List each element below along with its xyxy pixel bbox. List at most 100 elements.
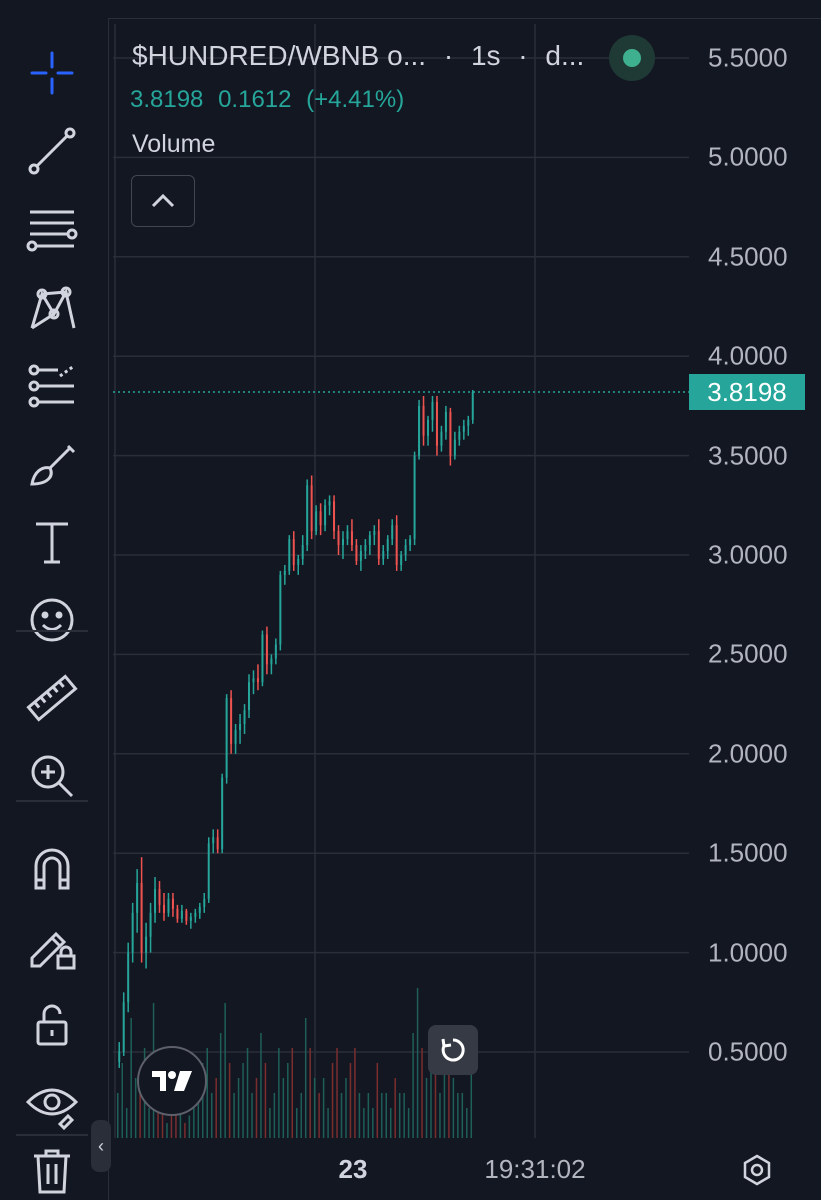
volume-bar bbox=[385, 1093, 387, 1138]
volume-bar bbox=[193, 1108, 195, 1138]
candle-body bbox=[395, 525, 398, 565]
price-tick-label: 5.0000 bbox=[708, 141, 788, 172]
volume-bar bbox=[282, 1078, 285, 1138]
candle-body bbox=[462, 425, 465, 432]
candle-body bbox=[382, 551, 385, 559]
volume-bar bbox=[139, 1093, 141, 1138]
candle-body bbox=[319, 511, 322, 526]
candle-body bbox=[140, 883, 143, 953]
tradingview-logo[interactable] bbox=[137, 1046, 207, 1116]
eye-icon[interactable] bbox=[22, 1072, 82, 1132]
legend-sep-1: · bbox=[443, 40, 454, 71]
prediction-icon[interactable] bbox=[22, 356, 82, 416]
candle-body bbox=[453, 439, 456, 456]
time-axis[interactable]: 23 19:31:02 bbox=[113, 1138, 689, 1200]
volume-bar bbox=[470, 1063, 473, 1138]
tradingview-logo-icon bbox=[152, 1071, 192, 1091]
candle-body bbox=[306, 485, 309, 546]
zoom-in-icon[interactable] bbox=[22, 746, 82, 806]
candle-body bbox=[203, 898, 206, 907]
candle-body bbox=[386, 539, 389, 552]
status-dot-icon bbox=[623, 49, 641, 67]
volume-bar bbox=[407, 1108, 410, 1138]
current-price-tag: 3.8198 bbox=[689, 374, 805, 411]
candle-body bbox=[301, 545, 304, 559]
volume-bar bbox=[296, 1108, 298, 1138]
volume-bar bbox=[148, 1108, 150, 1138]
candle-body bbox=[234, 729, 237, 744]
volume-bar bbox=[251, 1093, 253, 1138]
price-change: 0.1612 bbox=[218, 86, 292, 113]
volume-bar bbox=[202, 1063, 204, 1138]
volume-bar bbox=[439, 1093, 441, 1138]
volume-bar bbox=[166, 1123, 168, 1138]
volume-bar bbox=[313, 1078, 316, 1138]
chart-settings-button[interactable] bbox=[737, 1150, 777, 1190]
candle-body bbox=[154, 888, 157, 913]
volume-bar bbox=[300, 1093, 302, 1138]
volume-bar bbox=[448, 1048, 450, 1138]
ruler-icon[interactable] bbox=[22, 668, 82, 728]
candle-body bbox=[346, 531, 349, 540]
candle-body bbox=[368, 535, 371, 546]
legend-sep-2: · bbox=[518, 40, 528, 71]
candle-body bbox=[198, 906, 201, 913]
candle-body bbox=[176, 908, 179, 919]
volume-bar bbox=[134, 1078, 137, 1138]
market-status-indicator[interactable] bbox=[609, 35, 655, 81]
volume-bar bbox=[237, 1078, 240, 1138]
price-axis[interactable]: 3.8198 5.5000 5.0000 4.5000 4.0000 3.5000 3.0… bbox=[689, 24, 821, 1138]
candle-body bbox=[248, 682, 251, 711]
legend-values: 3.8198 0.1612 (+4.41%) bbox=[130, 86, 412, 114]
unlock-icon[interactable] bbox=[22, 994, 82, 1054]
fib-retracement-icon[interactable] bbox=[22, 200, 82, 260]
candle-body bbox=[337, 531, 340, 546]
candle-body bbox=[162, 904, 165, 913]
volume-bar bbox=[421, 1048, 423, 1138]
lock-drawing-icon[interactable] bbox=[22, 916, 82, 976]
volume-bar bbox=[188, 1115, 191, 1138]
candle-body bbox=[324, 505, 327, 526]
volume-bar bbox=[367, 1093, 370, 1138]
collapse-legend-button[interactable] bbox=[131, 175, 195, 227]
price-tick-label: 5.5000 bbox=[708, 42, 788, 73]
volume-bar bbox=[381, 1093, 383, 1138]
magnet-icon[interactable] bbox=[22, 838, 82, 898]
interval-label: 1s bbox=[470, 40, 501, 71]
volume-indicator-label[interactable]: Volume bbox=[132, 130, 216, 158]
volume-bar bbox=[403, 1093, 405, 1138]
chevron-up-icon bbox=[151, 193, 175, 208]
candle-body bbox=[431, 401, 434, 420]
volume-bar bbox=[228, 1063, 231, 1138]
brush-icon[interactable] bbox=[22, 434, 82, 494]
crosshair-icon[interactable] bbox=[22, 43, 82, 103]
volume-bar bbox=[376, 1063, 379, 1138]
volume-bar bbox=[117, 1093, 119, 1138]
candle-body bbox=[283, 570, 286, 575]
text-icon[interactable] bbox=[22, 512, 82, 572]
trend-line-icon[interactable] bbox=[22, 121, 82, 181]
trash-icon[interactable] bbox=[22, 1140, 82, 1200]
volume-bar bbox=[372, 1108, 374, 1138]
pattern-icon[interactable] bbox=[22, 278, 82, 338]
volume-bar bbox=[394, 1078, 396, 1138]
reset-chart-button[interactable] bbox=[428, 1025, 478, 1075]
volume-bar bbox=[349, 1063, 352, 1138]
candle-body bbox=[471, 392, 474, 420]
volume-bar bbox=[389, 1108, 392, 1138]
candlestick-chart[interactable] bbox=[113, 24, 689, 1138]
volume-bar bbox=[466, 1108, 468, 1138]
candle-body bbox=[377, 531, 380, 559]
toolbar-collapse-tab[interactable]: ‹ bbox=[91, 1120, 111, 1172]
volume-bar bbox=[157, 1093, 159, 1138]
volume-bar bbox=[179, 1108, 182, 1138]
candle-body bbox=[145, 936, 148, 953]
settings-hex-icon bbox=[743, 1154, 771, 1186]
symbol-legend[interactable]: $HUNDRED/WBNB o... · 1s · d... bbox=[132, 40, 584, 72]
candle-body bbox=[261, 634, 264, 683]
emoji-icon[interactable] bbox=[22, 590, 82, 650]
chart-pane[interactable] bbox=[113, 24, 689, 1138]
volume-bar bbox=[260, 1033, 262, 1138]
candle-body bbox=[404, 545, 407, 555]
volume-bar bbox=[327, 1108, 329, 1138]
